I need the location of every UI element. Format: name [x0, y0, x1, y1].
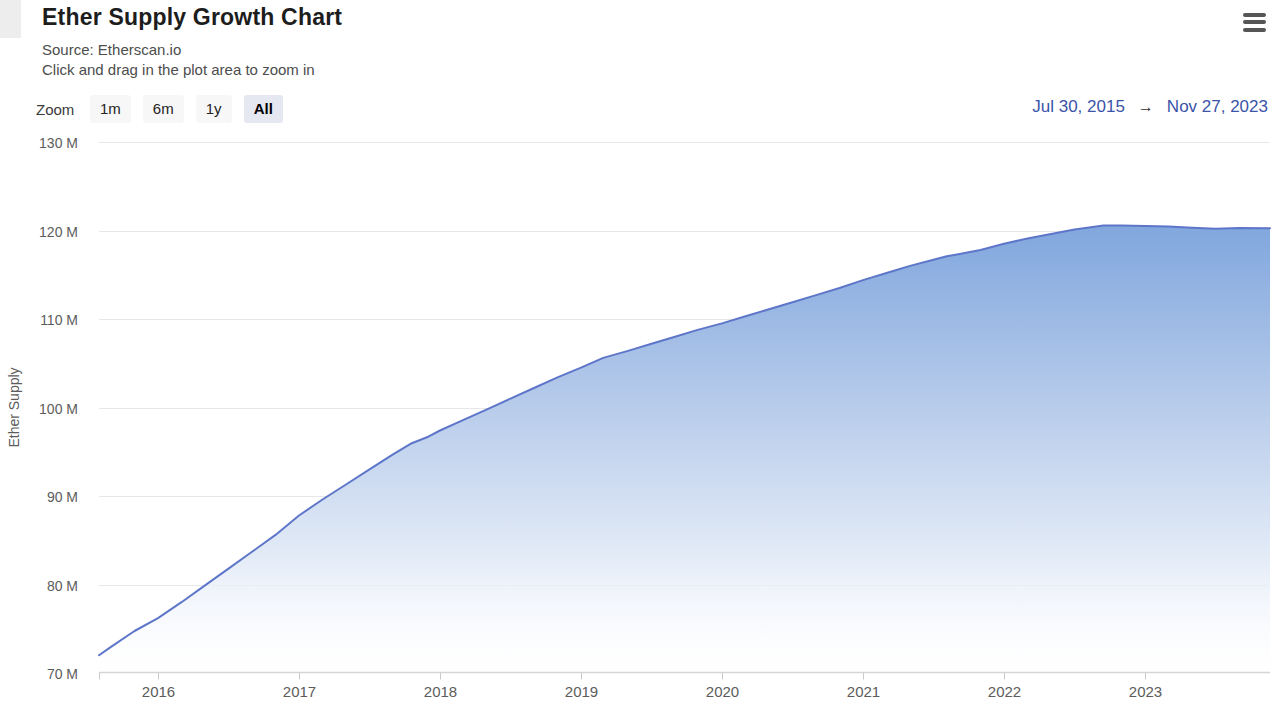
y-axis-label: 80 M [47, 578, 78, 594]
plot-area: 70 M 80 M 90 M 100 M 110 M 120 M 130 M 2016 2017… [0, 0, 1280, 712]
y-axis-label: 130 M [39, 135, 78, 151]
plot-drag-region[interactable] [99, 142, 1270, 673]
x-axis-label: 2017 [283, 683, 316, 700]
x-axis-label: 2019 [565, 683, 598, 700]
x-axis-label: 2018 [424, 683, 457, 700]
x-axis-label: 2016 [142, 683, 175, 700]
x-axis-label: 2023 [1129, 683, 1162, 700]
y-axis-label: 110 M [40, 312, 78, 328]
x-axis-label: 2021 [847, 683, 880, 700]
x-axis-label: 2022 [988, 683, 1021, 700]
y-axis-label: 90 M [47, 489, 78, 505]
y-axis-label: 120 M [39, 224, 78, 240]
y-axis-title: Ether Supply [6, 367, 22, 447]
chart-container: Ether Supply Growth Chart Source: Ethers… [0, 0, 1280, 712]
y-axis-label: 100 M [39, 401, 78, 417]
y-axis-label: 70 M [47, 666, 78, 682]
x-axis-label: 2020 [706, 683, 739, 700]
